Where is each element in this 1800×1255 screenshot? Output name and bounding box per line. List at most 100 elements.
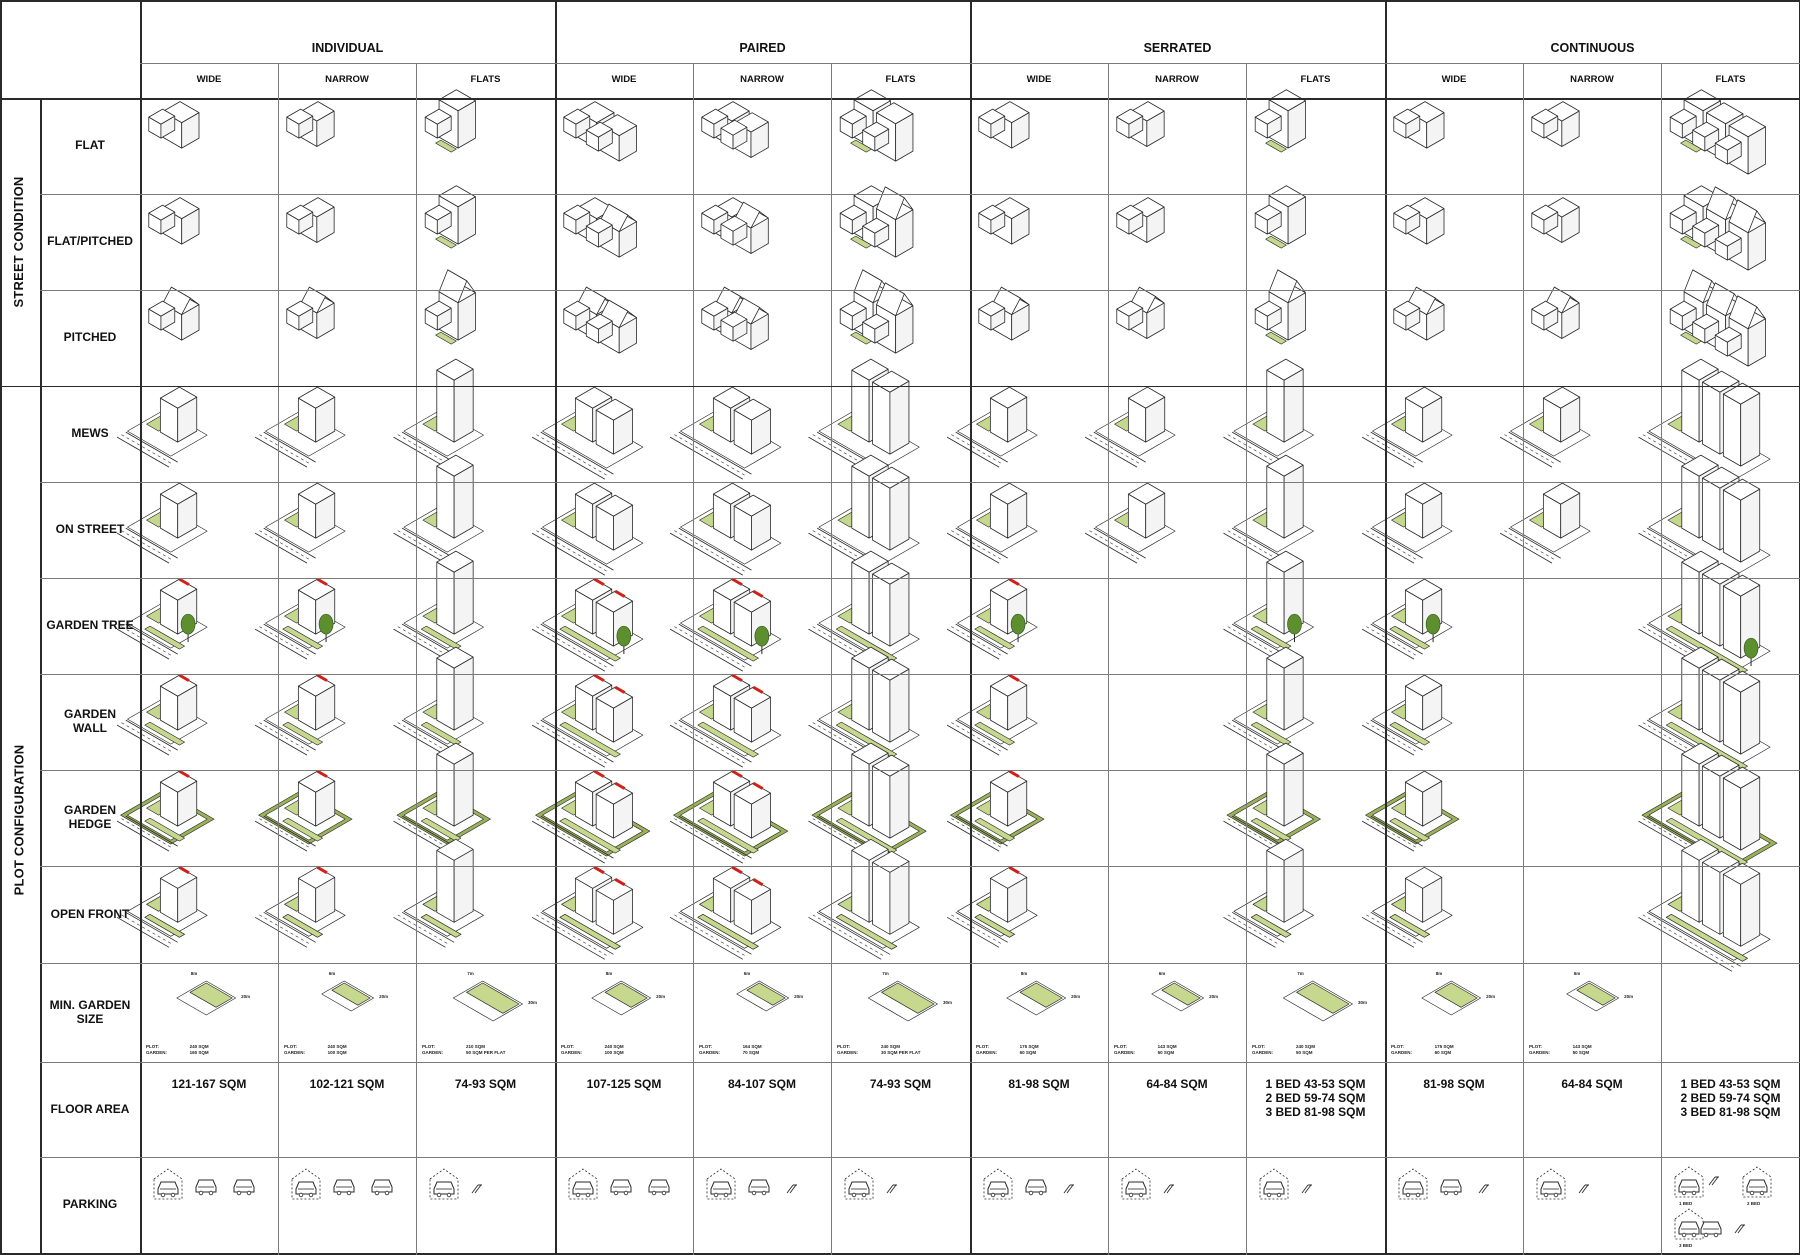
garden	[284, 413, 315, 432]
house-block-side	[868, 848, 889, 923]
house-annex-top	[701, 108, 729, 125]
house-annex-side	[851, 307, 867, 331]
house-annex-top	[1254, 204, 1282, 221]
car-icon-body	[848, 1181, 870, 1195]
hedge-perimeter	[120, 789, 215, 845]
column-header-individual-flats: FLATS	[470, 74, 501, 86]
street-edge	[531, 436, 606, 480]
front-garden	[144, 817, 185, 842]
house-block-front	[715, 111, 733, 147]
house-annex-front	[862, 321, 876, 344]
drawing-cell-r3-c7	[1084, 386, 1176, 468]
drawing-cell-r5-c4	[669, 577, 782, 672]
floor-area-value: 121-167 SQM	[171, 1077, 247, 1091]
street-centerline	[397, 914, 450, 946]
street-edge	[1223, 820, 1276, 852]
house-block-side	[1011, 304, 1030, 341]
house-annex-top	[424, 108, 452, 125]
drawing-cell-r3-c6	[946, 386, 1038, 468]
drawing-cell-r2-c5	[839, 269, 914, 354]
drawing-cell-r4-c1	[254, 482, 346, 564]
house-block-top	[712, 770, 751, 793]
parking-caption: 2 BED	[1747, 1201, 1761, 1206]
plot-label: PLOT:	[699, 1044, 712, 1049]
street-centerline	[536, 722, 610, 765]
car-icon-wheel	[1759, 1190, 1765, 1196]
house-block-side	[1740, 488, 1761, 563]
drawing-cell-r0-c3	[563, 101, 637, 162]
street-edge	[1084, 532, 1138, 564]
house-block-top	[297, 578, 336, 601]
front-garden	[697, 817, 759, 854]
plot-value: 143 SQM	[1572, 1044, 1592, 1049]
house-block-front	[1266, 561, 1285, 635]
garage-icon-outline	[291, 1168, 321, 1200]
house-annex-front	[720, 319, 734, 342]
house-block-front	[853, 99, 874, 149]
front-garden	[1389, 625, 1430, 650]
house-block-side	[315, 876, 336, 923]
house-annex-side	[1128, 211, 1144, 235]
dimension-label: 20m	[241, 994, 251, 999]
house-block-front	[989, 877, 1009, 923]
house-annex-front	[978, 308, 992, 331]
house-block-front	[297, 877, 317, 923]
house-block-side	[751, 600, 771, 647]
plot-outline	[1151, 980, 1205, 1012]
house-annex-top	[701, 300, 729, 317]
plot	[680, 793, 782, 853]
house-block-front	[1130, 111, 1148, 147]
parking-icons	[1121, 1168, 1174, 1200]
street-edge	[401, 815, 455, 847]
house-block-roof-front	[734, 297, 761, 325]
house-block-front	[1268, 99, 1289, 149]
house-block-side	[613, 888, 633, 935]
house-annex-front	[563, 212, 577, 235]
house-annex-side	[1405, 115, 1421, 139]
garden	[837, 893, 868, 912]
parking-caption: 3 BED	[1679, 1243, 1693, 1248]
house-block-top	[715, 197, 750, 218]
street-edge	[1361, 436, 1415, 468]
street-edge	[678, 911, 752, 955]
house-block-front	[715, 207, 733, 243]
house-block-front	[1702, 669, 1721, 743]
street-edge	[393, 628, 446, 660]
plot	[680, 601, 782, 661]
garden	[561, 605, 592, 624]
house-block-front	[162, 207, 183, 245]
car-icon-wheel	[1405, 1192, 1411, 1198]
street-edge	[1223, 436, 1276, 468]
dimension-label: 6m	[328, 971, 336, 976]
house-block-roof-front	[599, 299, 629, 329]
dimension-label: 30m	[1358, 1000, 1368, 1005]
house-block-front	[1702, 381, 1721, 455]
drawing-cell-r2-c3	[563, 286, 637, 354]
house-block-front	[712, 397, 732, 443]
street-edge	[401, 719, 455, 751]
house-block-top	[1681, 742, 1719, 765]
house-block-front	[851, 561, 870, 635]
house-annex-side	[1726, 141, 1742, 165]
street-edge	[1638, 436, 1733, 492]
house-block-top	[297, 866, 336, 889]
house-block-side	[1287, 100, 1306, 149]
house-block-top	[989, 770, 1028, 793]
house-block-front	[1266, 369, 1285, 443]
street-edge	[393, 916, 446, 948]
house-block-side	[181, 304, 200, 341]
street-edge	[955, 719, 1008, 751]
tree-crown	[616, 625, 632, 647]
garden	[284, 893, 315, 912]
house-block-top	[574, 674, 613, 697]
house-block-side	[613, 408, 633, 455]
drawing-cell-r7-c9	[1361, 770, 1460, 852]
house-block-roof-front	[438, 269, 468, 304]
street-edge	[1231, 431, 1285, 463]
house-block-side	[868, 464, 889, 539]
house-block-front	[1722, 489, 1742, 563]
house-block-front	[733, 793, 752, 839]
drawing-cell-r1-c7	[1116, 197, 1165, 243]
house-block-front	[1404, 589, 1424, 635]
plot	[818, 889, 920, 949]
